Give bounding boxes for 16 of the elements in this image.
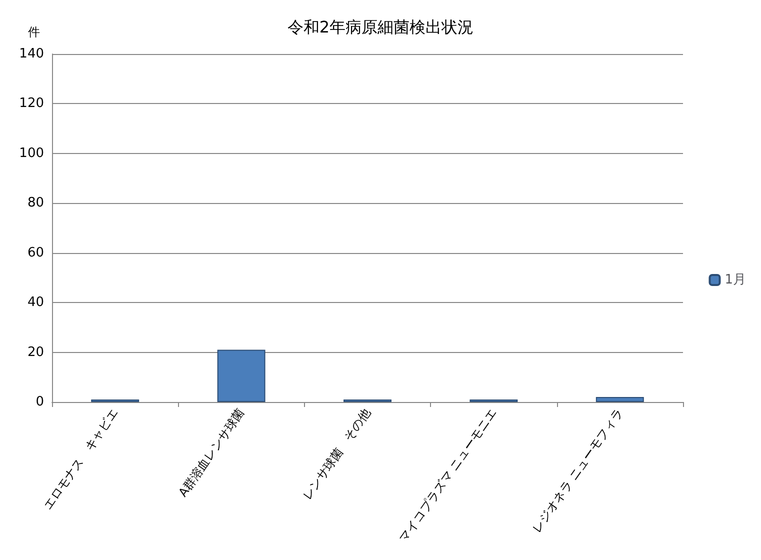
x-tick-label: レジオネラ ニューモフィラ xyxy=(529,406,626,536)
y-tick-label: 40 xyxy=(27,295,44,310)
bar xyxy=(596,397,644,402)
x-tick-label: A群溶血レンサ球菌 xyxy=(176,406,248,500)
chart-title: 令和2年病原細菌検出状況 xyxy=(287,18,474,36)
x-tick-label: レンサ球菌 その他 xyxy=(300,406,374,502)
x-tick-label: マイコプラズマ ニューモニエ xyxy=(396,406,500,545)
y-tick-label: 120 xyxy=(19,96,44,112)
y-tick-label: 100 xyxy=(19,146,44,161)
y-tick-label: 20 xyxy=(27,344,44,360)
y-tick-label: 80 xyxy=(27,196,44,211)
y-axis-title: 件 xyxy=(28,25,40,39)
bar xyxy=(217,350,266,402)
y-tick-label: 140 xyxy=(19,46,44,62)
legend-label: 1月 xyxy=(724,272,746,288)
y-tick-label: 60 xyxy=(27,245,44,260)
